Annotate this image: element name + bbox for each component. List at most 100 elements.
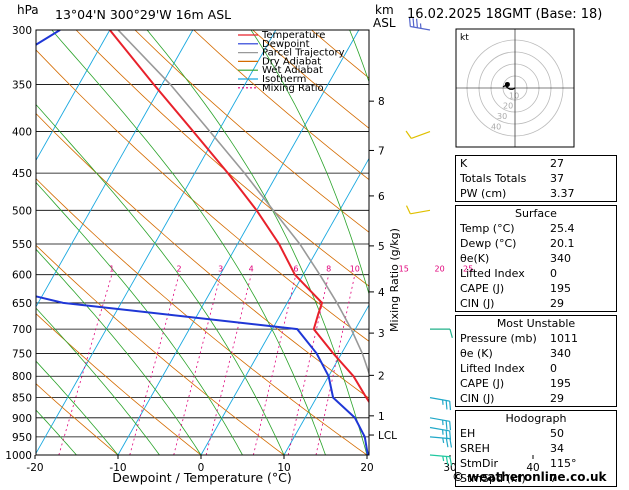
hodograph-table-value: 50 <box>550 426 612 441</box>
wet-adiabat <box>147 30 367 455</box>
most-unstable-value: 29 <box>550 391 612 406</box>
legend-label: Mixing Ratio <box>262 83 324 94</box>
mixing-ratio-line <box>130 275 179 455</box>
index-row: PW (cm) 3.37 <box>456 186 616 201</box>
hodograph-ring-label: 40 <box>491 122 501 131</box>
height-tick-label: 2 <box>378 370 385 382</box>
x-axis-label: Dewpoint / Temperature (°C) <box>112 470 291 485</box>
pressure-tick-label: 550 <box>12 239 32 251</box>
surface-row: θe(K) 340 <box>456 251 616 266</box>
height-tick-label: 6 <box>378 191 385 203</box>
location-label: 13°04'N 300°29'W 16m ASL <box>55 7 231 22</box>
mixing-ratio-line <box>174 275 221 455</box>
surface-row: Temp (°C)25.4 <box>456 221 616 236</box>
most-unstable-row: CIN (J)29 <box>456 391 616 406</box>
height-tick-label: 1 <box>378 411 385 423</box>
wind-barb <box>430 329 452 338</box>
mixing-ratio-label: 2 <box>176 265 181 274</box>
surface-row: CIN (J) 29 <box>456 296 616 311</box>
surface-value: 25.4 <box>550 221 612 236</box>
pressure-tick-label: 900 <box>12 413 32 425</box>
most-unstable-row: CAPE (J)195 <box>456 376 616 391</box>
surface-key: CIN (J) <box>460 296 494 311</box>
pressure-tick-label: 950 <box>12 432 32 444</box>
most-unstable-value: 340 <box>550 346 612 361</box>
mixing-ratio-label: 6 <box>293 265 298 274</box>
surface-value: 340 <box>550 251 612 266</box>
isotherm <box>616 30 629 455</box>
index-value: 27 <box>550 156 612 171</box>
most-unstable-key: θe (K) <box>460 346 493 361</box>
index-value: 3.37 <box>550 186 612 201</box>
most-unstable-row: Pressure (mb) 1011 <box>456 331 616 346</box>
footer-credit: © weatheronline.co.uk <box>452 470 607 484</box>
temperature-tick-label: -20 <box>26 462 43 474</box>
mixing-ratio-label: 3 <box>218 265 223 274</box>
surface-row: Dewp (°C) 20.1 <box>456 236 616 251</box>
pressure-tick-label: 650 <box>12 298 32 310</box>
pressure-tick-label: 1000 <box>5 450 32 462</box>
hodograph-table-row: EH 50 <box>456 426 616 441</box>
hodograph-table-key: SREH <box>460 441 490 456</box>
surface-value: 20.1 <box>550 236 612 251</box>
surface-key: θe(K) <box>460 251 489 266</box>
index-value: 37 <box>550 171 612 186</box>
mixing-ratio-label: 10 <box>350 265 360 274</box>
pressure-tick-label: 600 <box>12 270 32 282</box>
pressure-tick-label: 700 <box>12 324 32 336</box>
pressure-tick-label: 350 <box>12 79 32 91</box>
pressure-tick-label: 500 <box>12 205 32 217</box>
hodograph-ring-label: 30 <box>497 112 507 121</box>
height-unit-asl: ASL <box>373 16 396 30</box>
hodograph-table-row: StmDir 115° <box>456 456 616 471</box>
pressure-tick-label: 300 <box>12 25 32 37</box>
isotherm <box>35 30 276 455</box>
height-tick-label: LCL <box>378 430 397 442</box>
surface-key: Lifted Index <box>460 266 525 281</box>
most-unstable-key: Lifted Index <box>460 361 525 376</box>
wet-adiabat <box>0 30 284 455</box>
surface-value: 29 <box>550 296 612 311</box>
datetime-label: 16.02.2025 18GMT (Base: 18) <box>407 7 602 22</box>
mixing-ratio-line <box>206 275 251 455</box>
hodograph-table-value: 34 <box>550 441 612 456</box>
surface-key: CAPE (J) <box>460 281 504 296</box>
hodograph-table-value: 115° <box>550 456 612 471</box>
mixing-ratio-label: 20 <box>435 265 445 274</box>
hodograph-table-key: EH <box>460 426 475 441</box>
pressure-tick-label: 750 <box>12 348 32 360</box>
wind-barbs <box>406 18 452 466</box>
most-unstable-key: Pressure (mb) <box>460 331 537 346</box>
wind-barb <box>430 437 451 448</box>
hodograph-table-key: StmDir <box>460 456 498 471</box>
surface-title: Surface <box>456 206 616 221</box>
hodograph-ring-label: 10 <box>509 91 519 100</box>
most-unstable-value: 1011 <box>550 331 612 346</box>
mixing-ratio-line <box>59 275 112 455</box>
mixing-ratio-label: 1 <box>109 265 114 274</box>
dry-adiabat <box>0 30 284 455</box>
surface-row: CAPE (J) 195 <box>456 281 616 296</box>
surface-value: 195 <box>550 281 612 296</box>
mixing-ratio-line <box>253 275 295 455</box>
height-tick-label: 3 <box>378 328 385 340</box>
height-tick-label: 4 <box>378 287 385 299</box>
pressure-tick-label: 450 <box>12 168 32 180</box>
surface-key: Dewp (°C) <box>460 236 516 251</box>
index-key: K <box>460 156 467 171</box>
pressure-tick-label: 850 <box>12 393 32 405</box>
wind-barb <box>430 398 450 410</box>
mixing-ratio-label: 8 <box>326 265 331 274</box>
pressure-unit: hPa <box>17 3 39 17</box>
index-key: PW (cm) <box>460 186 506 201</box>
height-tick-label: 5 <box>378 241 385 253</box>
wind-barb <box>407 206 430 214</box>
hodograph-ring-label: 20 <box>503 102 513 111</box>
height-tick-label: 7 <box>378 145 385 157</box>
most-unstable-key: CAPE (J) <box>460 376 504 391</box>
